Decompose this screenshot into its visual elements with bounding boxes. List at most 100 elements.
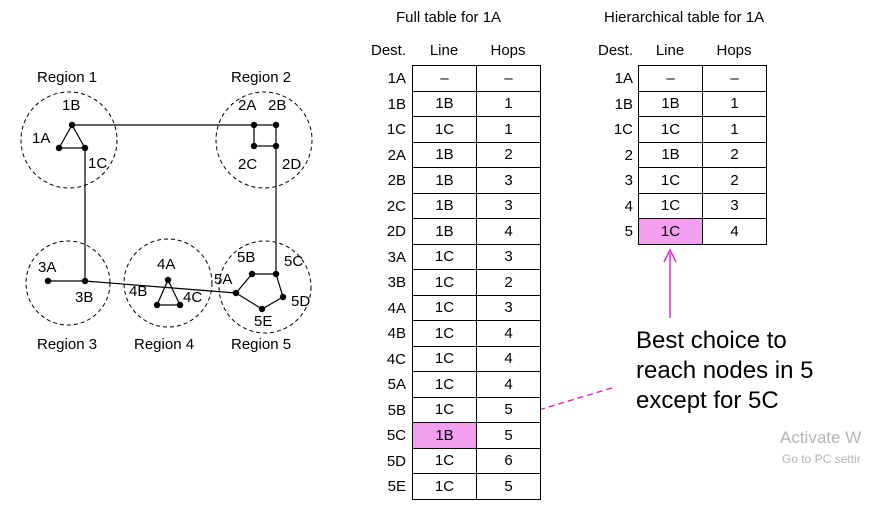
note-line-2: reach nodes in 5 [636,357,814,384]
full_table-row-dest: 1C [386,121,406,138]
full_table-row-hops: 5 [476,422,541,449]
node-label-2C: 2C [238,156,257,173]
full_table-header-dest: Dest. [370,42,406,59]
node-label-5A: 5A [214,271,232,288]
hier_table-row-hops: – [702,65,767,92]
node-label-2D: 2D [282,156,301,173]
full_table-row-dest: 4B [387,325,406,342]
node-label-3A: 3A [38,259,56,276]
node-3A [44,277,52,285]
full_table-row-line: 1C [412,345,477,372]
full_table-row-hops: 4 [476,345,541,372]
full_table-row-hops: 4 [476,371,541,398]
full_table-row-hops: 3 [476,167,541,194]
full_table-row-hops: 3 [476,294,541,321]
full_table-row-dest: 4A [387,299,406,317]
full_table-row-dest: 2A [387,146,406,164]
full_table-row-line: 1B [412,90,477,117]
node-4C [176,301,184,309]
full_table-row-dest: 2B [387,172,406,189]
full_table-row-line: 1B [412,192,477,219]
hier_table-header-dest: Dest. [597,42,633,59]
node-label-4B: 4B [129,283,147,300]
full_table-row-dest: 4C [386,350,406,368]
hier_table-row-dest: 4 [624,197,633,215]
full_table-row-dest: 3A [387,248,406,266]
full_table-row-line: 1B [412,141,477,168]
full_table-row-dest: 5B [387,401,406,419]
full_table-row-hops: 3 [476,192,541,219]
hier_table-header-hops: Hops [716,42,752,59]
region-5-label: Region 5 [231,336,291,353]
node-label-1C: 1C [88,155,107,172]
full_table-row-line: 1C [412,116,477,143]
node-1B [68,121,76,129]
activation-watermark: Activate W [780,428,862,447]
hier_table-row-hops: 1 [702,116,767,143]
note-line-3: except for 5C [636,387,779,414]
hier_table-row-dest: 2 [624,146,633,164]
note-line-1: Best choice to [636,327,787,354]
hier_table-row-line: 1C [638,116,703,143]
hier_table-row-dest: 1B [614,95,633,113]
hier_table-row-dest: 3 [624,172,633,189]
node-2D [272,142,280,150]
full_table-row-line: 1C [412,371,477,398]
full_table-row-hops: 6 [476,447,541,474]
hier_table-row-line: 1C [638,218,703,245]
hier_table-row-hops: 2 [702,141,767,168]
full_table-row-dest: 5A [387,376,406,393]
region-5-boundary [218,240,312,334]
full_table-row-hops: 5 [476,396,541,423]
node-5C [272,270,280,278]
region-3-boundary [25,240,111,326]
node-2C [250,142,258,150]
full_table-row-line: – [412,65,477,92]
full_table-row-hops: 3 [476,243,541,270]
full_table-row-dest: 5D [386,452,406,470]
full_table-row-line: 1B [412,167,477,194]
hier_table-row-hops: 1 [702,90,767,117]
full_table-row-dest: 3B [387,274,406,291]
node-5B [248,270,256,278]
full_table-row-hops: 1 [476,90,541,117]
node-5A [232,289,240,297]
hier_table-row-hops: 3 [702,192,767,219]
hier_table-row-line: 1B [638,90,703,117]
full_table-row-hops: 4 [476,320,541,347]
hier_table-row-line: 1B [638,141,703,168]
hier_table-row-dest: 1C [613,121,633,138]
hier_table-row-hops: 4 [702,218,767,245]
node-1A [55,144,63,152]
node-4B [153,301,161,309]
full_table-row-dest: 1A [387,70,406,87]
full_table-row-hops: – [476,65,541,92]
full_table-row-hops: 4 [476,218,541,245]
full_table-row-dest: 1B [387,95,406,113]
node-5D [279,293,287,301]
node-label-2B: 2B [268,97,286,114]
node-label-4A: 4A [157,256,175,273]
hier_table-row-line: 1C [638,167,703,194]
node-label-5D: 5D [291,293,310,310]
node-2B [272,121,280,129]
full_table-row-line: 1C [412,320,477,347]
full_table-row-line: 1C [412,473,477,500]
full_table-row-line: 1C [412,294,477,321]
region-2-boundary [215,91,313,189]
node-5E [258,305,266,313]
node-1C [81,144,89,152]
hier_table-header-line: Line [655,42,685,59]
full_table-row-line: 1B [412,218,477,245]
full_table-row-dest: 5E [387,478,406,495]
region-1-boundary [20,91,118,189]
node-label-5E: 5E [254,313,272,330]
pointer-arrowhead-hier [663,248,677,263]
full_table-row-hops: 1 [476,116,541,143]
node-2A [250,121,258,129]
node-3B [81,277,89,285]
hier_table-row-dest: 1A [614,70,633,87]
full_table-row-hops: 5 [476,473,541,500]
full_table-row-line: 1B [412,422,477,449]
